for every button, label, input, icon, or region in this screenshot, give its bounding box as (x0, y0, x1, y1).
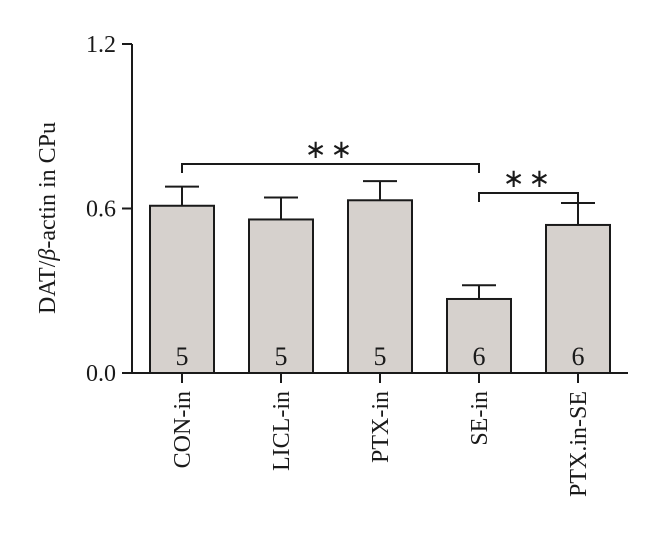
x-tick-label: LICL-in (269, 391, 295, 471)
bars: 5 5 5 6 6 (149, 180, 611, 375)
significance-label: ∗∗ (503, 164, 555, 193)
sample-size-label: 5 (275, 342, 288, 371)
y-axis-title-part-2: β (35, 249, 61, 262)
y-axis-title-part-1: DAT/ (35, 260, 61, 314)
bar-SE-in (446, 297, 512, 375)
x-tick-label: CON-in (170, 391, 196, 468)
sample-size-label: 5 (176, 342, 189, 371)
bar-LICL-in (248, 218, 314, 374)
y-axis: 0.0 0.6 1.2 (86, 32, 133, 387)
y-axis-title: DAT/β-actin in CPu (35, 122, 61, 314)
sample-size-label: 6 (473, 342, 486, 371)
y-tick-label: 0.0 (86, 361, 116, 387)
sample-size-label: 6 (572, 342, 585, 371)
y-tick-label: 1.2 (86, 32, 116, 58)
x-axis: CON-in LICL-in PTX-in SE-in PTX.in-SE (132, 372, 628, 497)
significance-bracket (478, 192, 579, 202)
x-tick-label: PTX-in (368, 391, 394, 463)
bar-PTX-in (347, 199, 413, 374)
significance-bracket (181, 163, 480, 173)
bar-CON-in (149, 204, 215, 374)
significance-brackets: ∗∗ ∗∗ (181, 135, 579, 202)
x-tick-label: PTX.in-SE (566, 391, 592, 497)
sample-size-label: 5 (374, 342, 387, 371)
y-axis-title-part-3: -actin in CPu (35, 122, 61, 249)
x-tick-label: SE-in (467, 391, 493, 446)
significance-label: ∗∗ (305, 135, 357, 164)
y-tick-label: 0.6 (86, 197, 116, 223)
